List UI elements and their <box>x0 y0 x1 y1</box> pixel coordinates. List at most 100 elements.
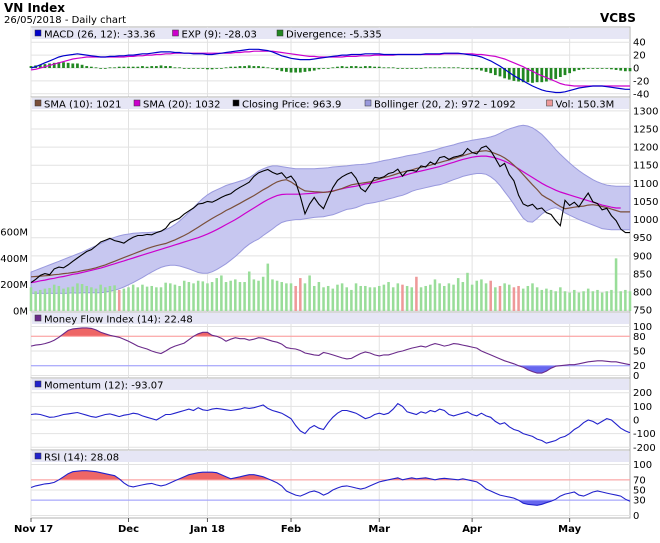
volume-bar <box>224 282 228 311</box>
x-tick-label: May <box>558 524 581 535</box>
volume-bar <box>136 287 140 311</box>
divergence-bar <box>145 66 149 68</box>
divergence-bar <box>419 68 423 69</box>
volume-bar <box>573 289 576 311</box>
divergence-bar <box>29 66 33 68</box>
volume-bar <box>340 283 344 311</box>
volume-bar <box>345 287 349 311</box>
volume-bar <box>610 289 613 311</box>
mfi-legend-bar <box>32 313 629 324</box>
price-legend-bar <box>32 98 629 109</box>
divergence-bar <box>568 68 572 74</box>
divergence-bar <box>531 68 534 83</box>
volume-bar <box>508 284 511 311</box>
macd-legend-bar <box>32 28 629 39</box>
macd-legend-swatch <box>276 29 284 37</box>
volume-bar <box>141 284 144 311</box>
volume-bar <box>545 288 548 311</box>
volume-bar <box>66 287 70 311</box>
divergence-bar <box>285 68 288 72</box>
momentum-y-tick-label: -200 <box>633 443 656 454</box>
volume-bar <box>600 292 604 311</box>
divergence-bar <box>405 68 409 69</box>
volume-bar <box>452 284 455 311</box>
volume-bar <box>243 282 246 311</box>
rsi-line <box>30 470 631 506</box>
volume-bar <box>401 284 404 311</box>
volume-bar <box>131 284 135 311</box>
volume-bar <box>280 282 284 311</box>
volume-bar <box>99 284 102 311</box>
volume-bar <box>456 278 460 311</box>
divergence-bar <box>215 68 219 69</box>
volume-bar <box>568 292 571 311</box>
volume-bar <box>466 272 469 311</box>
chart-title: VN Index <box>4 1 65 15</box>
volume-bar <box>234 279 237 311</box>
volume-bar <box>373 287 376 311</box>
volume-bar <box>52 284 56 311</box>
volume-bar <box>57 285 61 311</box>
divergence-bar <box>619 68 623 71</box>
price-y-tick-label: 950 <box>633 233 652 244</box>
divergence-bar <box>438 67 442 69</box>
divergence-bar <box>38 64 42 68</box>
divergence-bar <box>512 68 516 81</box>
rsi-y-tick-label: 100 <box>633 460 652 471</box>
rsi-y-tick-label: 70 <box>633 475 646 486</box>
divergence-bar <box>596 68 599 69</box>
divergence-bar <box>586 68 590 69</box>
volume-bar <box>303 283 307 311</box>
rsi-legend-label: RSI (14): 28.08 <box>44 453 119 464</box>
divergence-bar <box>52 62 56 68</box>
mfi-legend-label: Money Flow Index (14): 22.48 <box>44 315 193 326</box>
volume-bar <box>382 284 386 311</box>
momentum-legend-label: Momentum (12): -93.07 <box>44 381 163 392</box>
divergence-bar <box>428 67 432 69</box>
volume-bar <box>85 285 88 311</box>
volume-bar <box>275 280 279 311</box>
divergence-bar <box>442 67 446 69</box>
rsi-legend-swatch <box>34 452 42 460</box>
divergence-bar <box>238 66 242 68</box>
volume-bar <box>196 280 200 311</box>
divergence-bar <box>452 67 455 69</box>
divergence-bar <box>303 68 307 72</box>
volume-bar <box>470 284 474 311</box>
volume-bar <box>494 287 497 311</box>
volume-bar <box>396 283 400 311</box>
volume-bar <box>164 282 167 311</box>
volume-bar <box>410 287 414 311</box>
macd-legend-label: EXP (9): -28.03 <box>182 30 257 41</box>
divergence-bar <box>331 67 335 69</box>
divergence-bar <box>517 68 520 82</box>
volume-bar <box>122 288 126 311</box>
volume-bar <box>220 275 223 311</box>
mfi-y-tick-label: 80 <box>633 332 646 343</box>
volume-bar <box>308 275 311 311</box>
divergence-bar <box>326 68 330 69</box>
macd-legend-swatch <box>172 29 179 37</box>
divergence-bar <box>456 67 460 69</box>
volume-bar <box>104 287 107 311</box>
volume-bar <box>299 278 302 311</box>
price-legend-swatch <box>546 99 553 107</box>
volume-bar <box>521 288 525 311</box>
volume-bar <box>442 285 446 311</box>
volume-bar <box>377 285 381 311</box>
divergence-bar <box>164 66 168 68</box>
volume-bar <box>354 283 358 311</box>
divergence-bar <box>503 68 507 79</box>
macd-legend-label: MACD (26, 12): -33.36 <box>44 30 156 41</box>
divergence-bar <box>382 67 386 69</box>
volume-bar <box>596 289 599 311</box>
volume-bar <box>94 288 98 311</box>
divergence-bar <box>387 67 390 69</box>
divergence-bar <box>127 66 130 68</box>
volume-bar <box>484 283 488 311</box>
volume-bar <box>312 285 316 311</box>
price-y-tick-label: 1300 <box>633 106 658 117</box>
divergence-bar <box>219 68 223 69</box>
divergence-bar <box>391 67 395 69</box>
price-y-tick-label: 1000 <box>633 215 658 226</box>
